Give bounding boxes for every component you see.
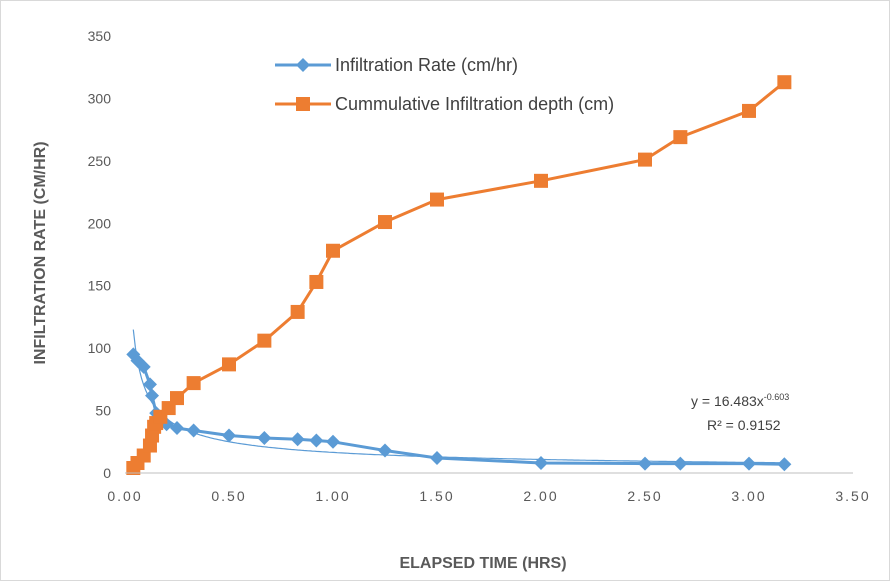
x-axis-title: ELAPSED TIME (HRS) — [399, 555, 566, 572]
y-tick-label: 50 — [95, 403, 111, 419]
trendline-equation: y = 16.483x-0.603 R² = 0.9152 — [691, 392, 789, 433]
y-tick-label: 100 — [88, 340, 112, 356]
data-point-diamond — [777, 457, 792, 472]
data-point-diamond — [136, 359, 151, 374]
trendline-equation-text: y = 16.483x-0.603 — [691, 392, 789, 409]
data-point-diamond — [170, 421, 184, 436]
legend: Infiltration Rate (cm/hr) Cummulative In… — [275, 55, 614, 114]
data-point-diamond — [142, 377, 157, 392]
legend-diamond-marker — [296, 58, 310, 72]
data-point-diamond — [145, 388, 160, 403]
data-point-square — [378, 215, 392, 230]
data-point-square — [777, 75, 792, 90]
legend-entry-infiltration-rate: Infiltration Rate (cm/hr) — [275, 55, 518, 75]
data-point-square — [290, 304, 305, 319]
trendline-r-squared: R² = 0.9152 — [707, 417, 781, 433]
data-point-diamond — [309, 433, 324, 448]
data-point-diamond — [186, 423, 201, 438]
data-point-diamond — [257, 431, 272, 446]
x-tick-label: 3.50 — [835, 488, 870, 504]
series-layer — [126, 75, 792, 476]
y-tick-label: 250 — [88, 153, 112, 169]
y-tick-label: 350 — [88, 28, 112, 44]
legend-label-infiltration-rate: Infiltration Rate (cm/hr) — [335, 55, 518, 75]
x-tick-label: 1.50 — [419, 488, 454, 504]
data-point-square — [222, 357, 236, 372]
x-tick-label: 2.50 — [627, 488, 662, 504]
data-point-diamond — [673, 456, 688, 471]
legend-square-marker — [296, 97, 310, 111]
x-tick-label: 3.00 — [731, 488, 766, 504]
y-tick-label: 150 — [88, 278, 112, 294]
data-point-square — [170, 391, 184, 406]
legend-label-cumulative-depth: Cummulative Infiltration depth (cm) — [335, 94, 614, 114]
data-point-square — [638, 152, 652, 167]
legend-entry-cumulative-depth: Cummulative Infiltration depth (cm) — [275, 94, 614, 114]
data-point-square — [257, 333, 272, 348]
y-axis-title: INFILTRATION RATE (CM/HR) — [32, 141, 49, 364]
data-point-diamond — [326, 434, 340, 449]
data-point-square — [673, 130, 688, 145]
data-point-diamond — [378, 443, 392, 458]
data-point-diamond — [534, 456, 548, 471]
y-tick-label: 200 — [88, 215, 112, 231]
x-tick-label: 2.00 — [523, 488, 558, 504]
trendline-layer — [132, 329, 785, 464]
power-trendline — [132, 329, 785, 464]
data-point-square — [534, 173, 548, 188]
trendline-equation-base: y = 16.483x — [691, 393, 764, 409]
x-tick-label: 0.00 — [107, 488, 142, 504]
x-tick-labels: 0.00 0.50 1.00 1.50 2.00 2.50 3.00 3.50 — [107, 488, 870, 504]
data-point-diamond — [290, 432, 305, 447]
y-tick-labels: 0 50 100 150 200 250 300 350 — [88, 28, 112, 481]
data-point-diamond — [430, 451, 444, 466]
data-point-diamond — [638, 456, 652, 471]
series-cumulative-depth — [126, 75, 792, 476]
y-tick-label: 300 — [88, 90, 112, 106]
x-tick-label: 1.00 — [315, 488, 350, 504]
data-point-square — [430, 192, 444, 207]
data-point-square — [742, 103, 756, 118]
data-point-square — [326, 243, 340, 258]
data-point-square — [186, 376, 201, 391]
trendline-equation-exponent: -0.603 — [764, 392, 790, 402]
data-point-diamond — [742, 456, 756, 471]
x-tick-label: 0.50 — [211, 488, 246, 504]
y-tick-label: 0 — [103, 465, 111, 481]
data-point-square — [309, 274, 324, 289]
series-infiltration-rate — [126, 347, 792, 472]
data-point-diamond — [222, 428, 236, 443]
